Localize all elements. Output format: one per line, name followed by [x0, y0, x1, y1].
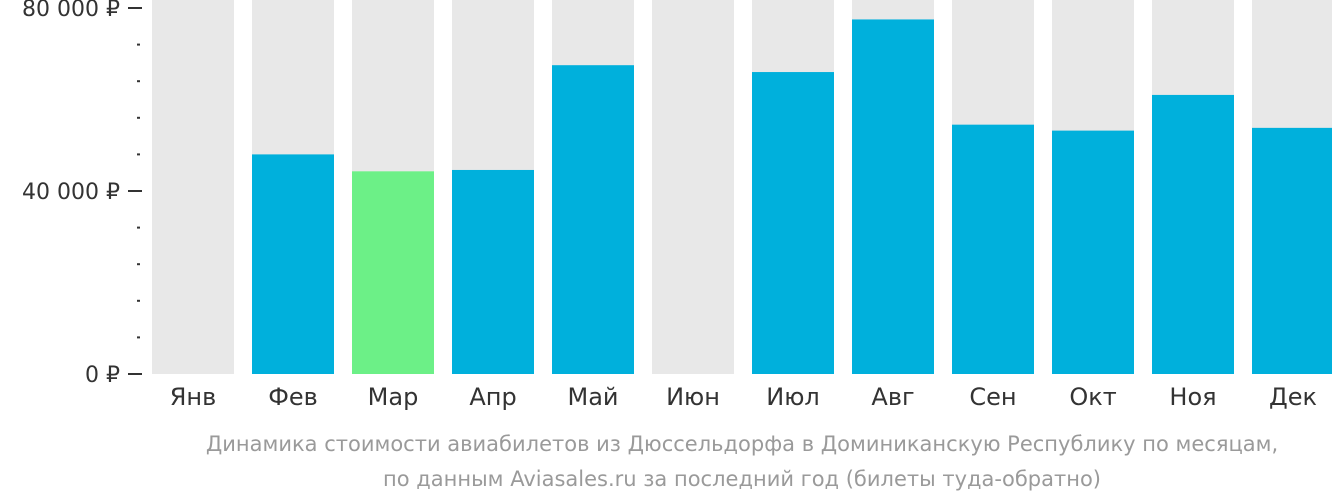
chart-caption-line-2: по данным Aviasales.ru за последний год … [383, 467, 1101, 491]
y-tick-label: 80 000 ₽ [22, 0, 120, 22]
x-tick-label-month-12: Дек [1269, 383, 1317, 411]
background-bar-month-6 [652, 0, 734, 374]
bar-month-3[interactable] [352, 171, 434, 374]
bar-month-8[interactable] [852, 19, 934, 374]
x-tick-label-month-8: Авг [871, 383, 914, 411]
y-axis: 0 ₽ 40 000 ₽ 80 000 ₽ [22, 0, 142, 388]
x-tick-label-month-1: Янв [170, 383, 217, 411]
x-tick-label-month-10: Окт [1069, 383, 1116, 411]
x-tick-label-month-11: Ноя [1169, 383, 1216, 411]
bar-month-7[interactable] [752, 72, 834, 375]
y-tick-label: 40 000 ₽ [22, 180, 120, 205]
value-bars [252, 19, 1332, 375]
bar-month-10[interactable] [1052, 130, 1134, 374]
x-axis-labels: Янв Фев Мар Апр Май Июн Июл Авг Сен Окт Ноя Дек [170, 383, 1317, 411]
x-tick-label-month-9: Сен [969, 383, 1016, 411]
bar-month-9[interactable] [952, 124, 1034, 374]
price-bar-chart: 0 ₽ 40 000 ₽ 80 000 ₽ Янв Фев Мар Апр Май Июн Ию… [22, 0, 1332, 411]
chart-caption-line-1: Динамика стоимости авиабилетов из Дюссел… [205, 432, 1279, 456]
bar-month-2[interactable] [252, 154, 334, 374]
background-bar-month-1 [152, 0, 234, 374]
bar-month-12[interactable] [1252, 127, 1332, 375]
bar-month-11[interactable] [1152, 94, 1234, 375]
y-tick-label: 0 ₽ [85, 363, 120, 388]
bar-month-5[interactable] [552, 65, 634, 374]
x-tick-label-month-4: Апр [469, 383, 516, 411]
x-tick-label-month-6: Июн [666, 383, 720, 411]
x-tick-label-month-3: Мар [368, 383, 419, 411]
bar-month-4[interactable] [452, 169, 534, 374]
x-tick-label-month-7: Июл [766, 383, 820, 411]
x-tick-label-month-5: Май [567, 383, 618, 411]
x-tick-label-month-2: Фев [268, 383, 318, 411]
